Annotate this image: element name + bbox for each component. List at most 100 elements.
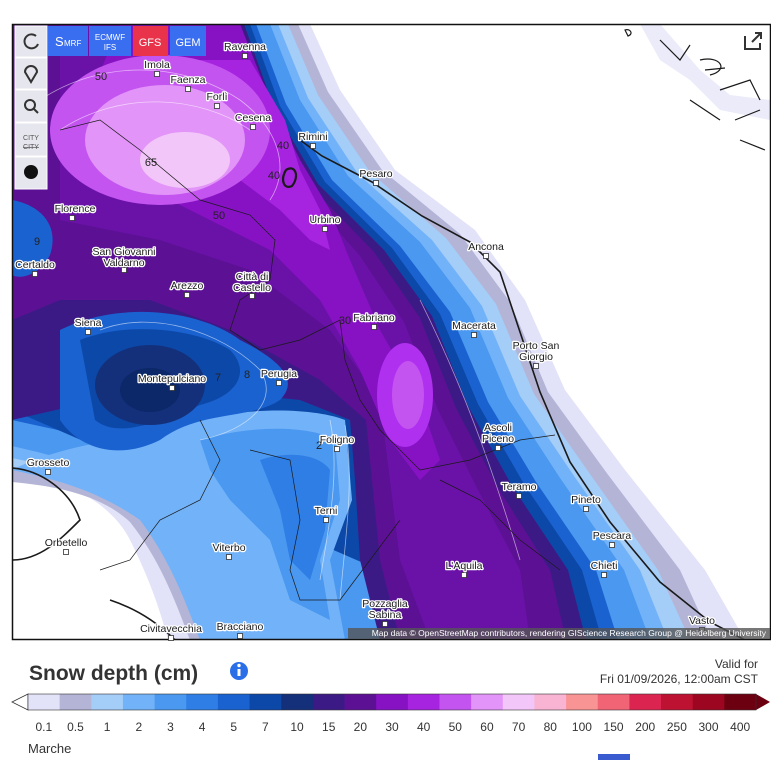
city-button[interactable] <box>14 122 48 157</box>
city-label: Siena <box>75 317 102 329</box>
legend-label: 70 <box>512 720 526 734</box>
city-marker <box>63 549 69 555</box>
legend-arrow-low <box>11 693 29 711</box>
city-marker <box>237 633 243 639</box>
contour-line <box>319 419 335 581</box>
city-label: Ancona <box>468 241 504 253</box>
legend-swatch <box>566 694 599 710</box>
legend-swatch <box>661 694 694 710</box>
legend-label: 3 <box>167 720 174 734</box>
city-marker <box>185 86 191 92</box>
city-marker <box>322 226 328 232</box>
model-button[interactable] <box>48 26 88 56</box>
city-marker <box>310 143 316 149</box>
city-label: Terni <box>315 505 338 517</box>
legend-label: 4 <box>199 720 206 734</box>
legend-swatch <box>376 694 409 710</box>
city-marker <box>483 253 489 259</box>
city-label: Certaldo <box>15 259 55 271</box>
city-label: Pesaro <box>359 168 392 180</box>
contour-label-layer: 50 65 50 40 40 9 30 7 8 2 <box>34 71 351 452</box>
model-label: ECMWF <box>95 33 125 42</box>
legend-swatch <box>439 694 472 710</box>
share-icon <box>744 32 762 50</box>
legend-label: 50 <box>449 720 463 734</box>
pin-icon <box>23 65 39 84</box>
zoom-button[interactable] <box>14 89 48 123</box>
city-label: Civitavecchia <box>140 623 202 635</box>
legend-frame <box>27 693 757 711</box>
contour-label: 2 <box>316 440 322 452</box>
legend-swatch <box>154 694 187 710</box>
city-marker <box>32 271 38 277</box>
contours <box>39 69 521 601</box>
city-marker <box>471 332 477 338</box>
city-label: L'Aquila <box>445 560 482 572</box>
legend-swatch <box>407 694 440 710</box>
city-marker <box>214 103 220 109</box>
border <box>59 119 556 471</box>
border <box>439 479 561 571</box>
legend-label: 15 <box>322 720 336 734</box>
location-button[interactable] <box>14 57 48 90</box>
legend-label: 60 <box>480 720 494 734</box>
city-label: Perugia <box>261 368 297 380</box>
legend-swatch <box>186 694 219 710</box>
legend-label: 10 <box>290 720 304 734</box>
border <box>249 449 401 601</box>
legend-swatch <box>122 694 156 710</box>
city-marker <box>382 621 388 627</box>
city-marker <box>371 324 377 330</box>
city-label: Ravenna <box>224 41 266 53</box>
contour-line <box>99 321 267 441</box>
contour-label: 7 <box>215 372 221 384</box>
city-label: Bracciano <box>217 621 264 633</box>
legend-label: 0.1 <box>35 720 52 734</box>
model-button[interactable] <box>133 26 168 56</box>
city-label: Pozzaglia <box>362 598 408 610</box>
model-button[interactable] <box>89 26 131 56</box>
band <box>260 454 330 580</box>
city-label: Rimini <box>298 131 327 143</box>
legend-swatch <box>281 694 314 710</box>
city-label: Sabina <box>369 609 402 621</box>
legend-swatch <box>312 694 346 710</box>
band <box>140 132 230 188</box>
legend-swatch <box>28 694 61 710</box>
model-button[interactable] <box>170 26 206 56</box>
legend-label: 100 <box>572 720 592 734</box>
city-marker <box>609 542 615 548</box>
city-label: Imola <box>144 59 170 71</box>
city-marker <box>184 292 190 298</box>
city-marker <box>154 71 160 77</box>
city-label: Arezzo <box>171 280 204 292</box>
band <box>120 368 180 412</box>
city-label: Chieti <box>591 560 618 572</box>
city-label: Ascoli <box>484 422 512 434</box>
model-label: IFS <box>104 43 116 52</box>
city-button-label: CITY <box>23 144 39 151</box>
city-marker <box>250 124 256 130</box>
legend-label: 7 <box>262 720 269 734</box>
city-label: Cesena <box>235 112 271 124</box>
attribution: Map data © OpenStreetMap contributors, r… <box>372 628 767 638</box>
coastline <box>13 467 81 561</box>
contour-line <box>339 424 350 601</box>
borders <box>13 29 766 639</box>
model-label: MRF <box>64 39 81 48</box>
city-marker <box>601 572 607 578</box>
city-marker <box>169 385 175 391</box>
city-label: Valdarno <box>103 257 144 269</box>
city-label: Urbino <box>310 214 341 226</box>
attribution-bg <box>348 628 770 639</box>
city-label: Montepulciano <box>138 373 206 385</box>
legend-swatch <box>629 694 662 710</box>
contour-label: 40 <box>277 140 289 152</box>
valid-time: Fri 01/09/2026, 12:00am CST <box>600 672 759 686</box>
contour-label: 50 <box>213 210 225 222</box>
city-marker <box>121 267 127 273</box>
refresh-button[interactable] <box>14 25 48 58</box>
color-legend: 0.1 0.5 1 2 3 4 5 7 10 15 20 30 40 50 60 70 80 100 150 200 2… <box>11 693 770 734</box>
border <box>99 419 221 571</box>
